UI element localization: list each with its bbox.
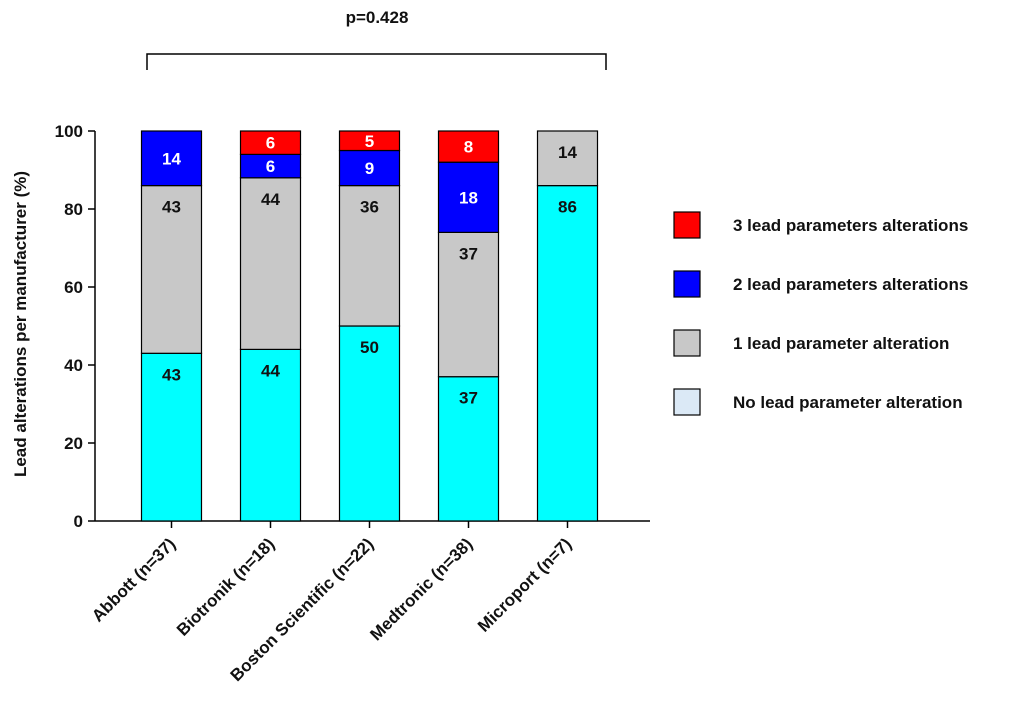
x-tick-label: Microport (n=7) — [474, 534, 575, 635]
legend-label: No lead parameter alteration — [733, 393, 963, 412]
data-label: 37 — [459, 244, 478, 263]
y-tick-label: 80 — [64, 200, 83, 219]
legend-label: 2 lead parameters alterations — [733, 275, 968, 294]
p-value-annotation: p=0.428 — [346, 8, 409, 27]
bars: 43 43 14 44 44 6 6 50 36 9 5 37 37 18 8 86 14 — [140, 130, 599, 522]
data-label: 86 — [558, 198, 577, 217]
bar-segment — [536, 130, 599, 187]
bar-segment — [338, 130, 401, 152]
data-label: 36 — [360, 198, 379, 217]
bar-segment — [239, 130, 302, 155]
bar-segment — [437, 130, 500, 163]
legend-swatch — [673, 329, 701, 357]
legend: 3 lead parameters alterations 2 lead para… — [673, 211, 968, 416]
significance-bracket — [146, 53, 607, 70]
data-label: 50 — [360, 338, 379, 357]
legend-swatch — [673, 270, 701, 298]
bar-segment — [437, 231, 500, 378]
bar-segment — [239, 177, 302, 351]
data-label: 44 — [261, 190, 280, 209]
data-label: 14 — [162, 149, 181, 168]
bar-segment — [140, 352, 203, 522]
data-label: 18 — [459, 188, 478, 207]
data-label: 14 — [558, 143, 577, 162]
y-tick-label: 20 — [64, 434, 83, 453]
data-label: 9 — [365, 159, 374, 178]
y-tick-label: 0 — [74, 512, 83, 531]
data-label: 5 — [365, 132, 374, 151]
data-label: 43 — [162, 198, 181, 217]
bar-segment — [536, 185, 599, 522]
legend-label: 1 lead parameter alteration — [733, 334, 949, 353]
y-tick-label: 60 — [64, 278, 83, 297]
data-label: 8 — [464, 138, 473, 157]
data-label: 6 — [266, 134, 275, 153]
data-label: 6 — [266, 157, 275, 176]
x-tick-label: Medtronic (n=38) — [366, 534, 476, 644]
data-label: 43 — [162, 365, 181, 384]
y-tick-label: 40 — [64, 356, 83, 375]
legend-label: 3 lead parameters alterations — [733, 216, 968, 235]
data-label: 44 — [261, 361, 280, 380]
data-label: 37 — [459, 389, 478, 408]
bar-segment — [239, 348, 302, 522]
legend-swatch — [673, 211, 701, 239]
bar-segment — [140, 130, 203, 187]
y-tick-label: 100 — [55, 122, 83, 141]
y-axis-label: Lead alterations per manufacturer (%) — [11, 171, 30, 477]
legend-swatch — [673, 388, 701, 416]
x-tick-label: Biotronik (n=18) — [173, 534, 278, 639]
bar-segment — [437, 161, 500, 233]
x-tick-label: Abbott (n=37) — [88, 534, 179, 625]
